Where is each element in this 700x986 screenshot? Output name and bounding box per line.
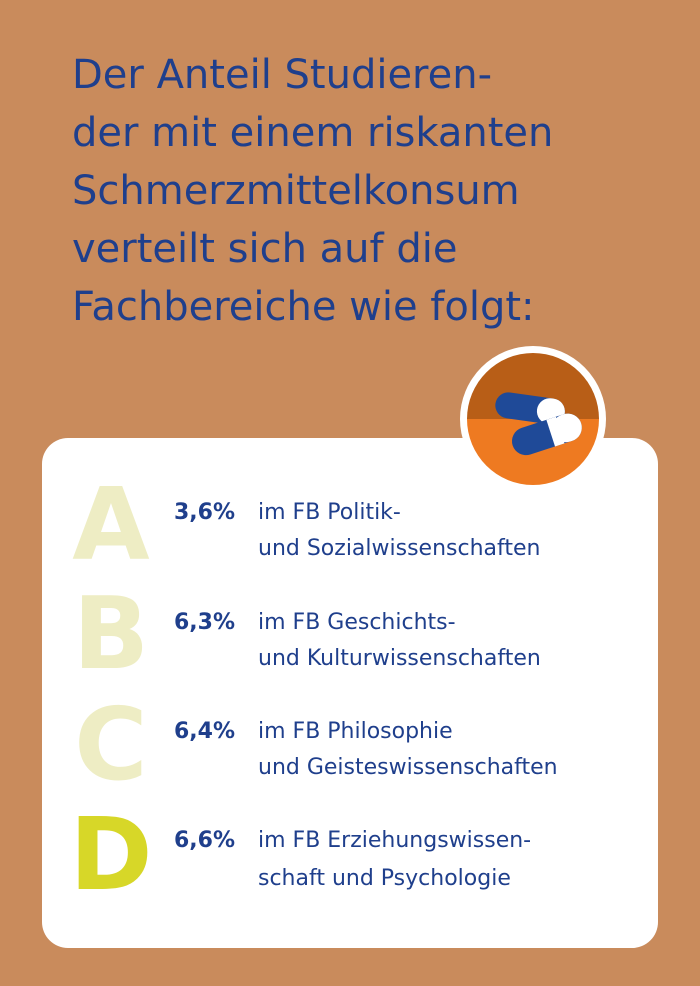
headline-line: Schmerzmittelkonsum bbox=[72, 168, 520, 214]
headline-line: der mit einem riskanten bbox=[72, 110, 554, 156]
headline-line: verteilt sich auf die bbox=[72, 226, 458, 272]
row-text-line2: und Kulturwissenschaften bbox=[258, 646, 541, 671]
row-text-line2: und Sozialwissenschaften bbox=[258, 536, 541, 561]
row-text-line2: und Geisteswissenschaften bbox=[258, 755, 558, 780]
letter-a: A bbox=[72, 466, 150, 583]
letter-c: C bbox=[74, 686, 148, 803]
percent-value: 6,3% bbox=[174, 610, 236, 635]
info-card bbox=[42, 438, 658, 948]
percent-value: 6,6% bbox=[174, 828, 236, 853]
row-text-line1: im FB Politik- bbox=[258, 500, 401, 525]
percent-value: 6,4% bbox=[174, 719, 236, 744]
letter-d: D bbox=[69, 796, 153, 913]
row-text-line1: im FB Erziehungswissen- bbox=[258, 828, 532, 853]
row-text-line1: im FB Philosophie bbox=[258, 719, 453, 744]
headline-line: Fachbereiche wie folgt: bbox=[72, 284, 535, 330]
headline-line: Der Anteil Studieren- bbox=[72, 52, 493, 98]
percent-value: 3,6% bbox=[174, 500, 236, 525]
row-text-line1: im FB Geschichts- bbox=[258, 610, 456, 635]
row-text-line2: schaft und Psychologie bbox=[258, 866, 511, 891]
letter-b: B bbox=[72, 575, 150, 692]
pill-capsule-icon bbox=[467, 353, 599, 485]
headline: Der Anteil Studieren- der mit einem risk… bbox=[72, 46, 652, 336]
pill-badge bbox=[460, 346, 606, 492]
